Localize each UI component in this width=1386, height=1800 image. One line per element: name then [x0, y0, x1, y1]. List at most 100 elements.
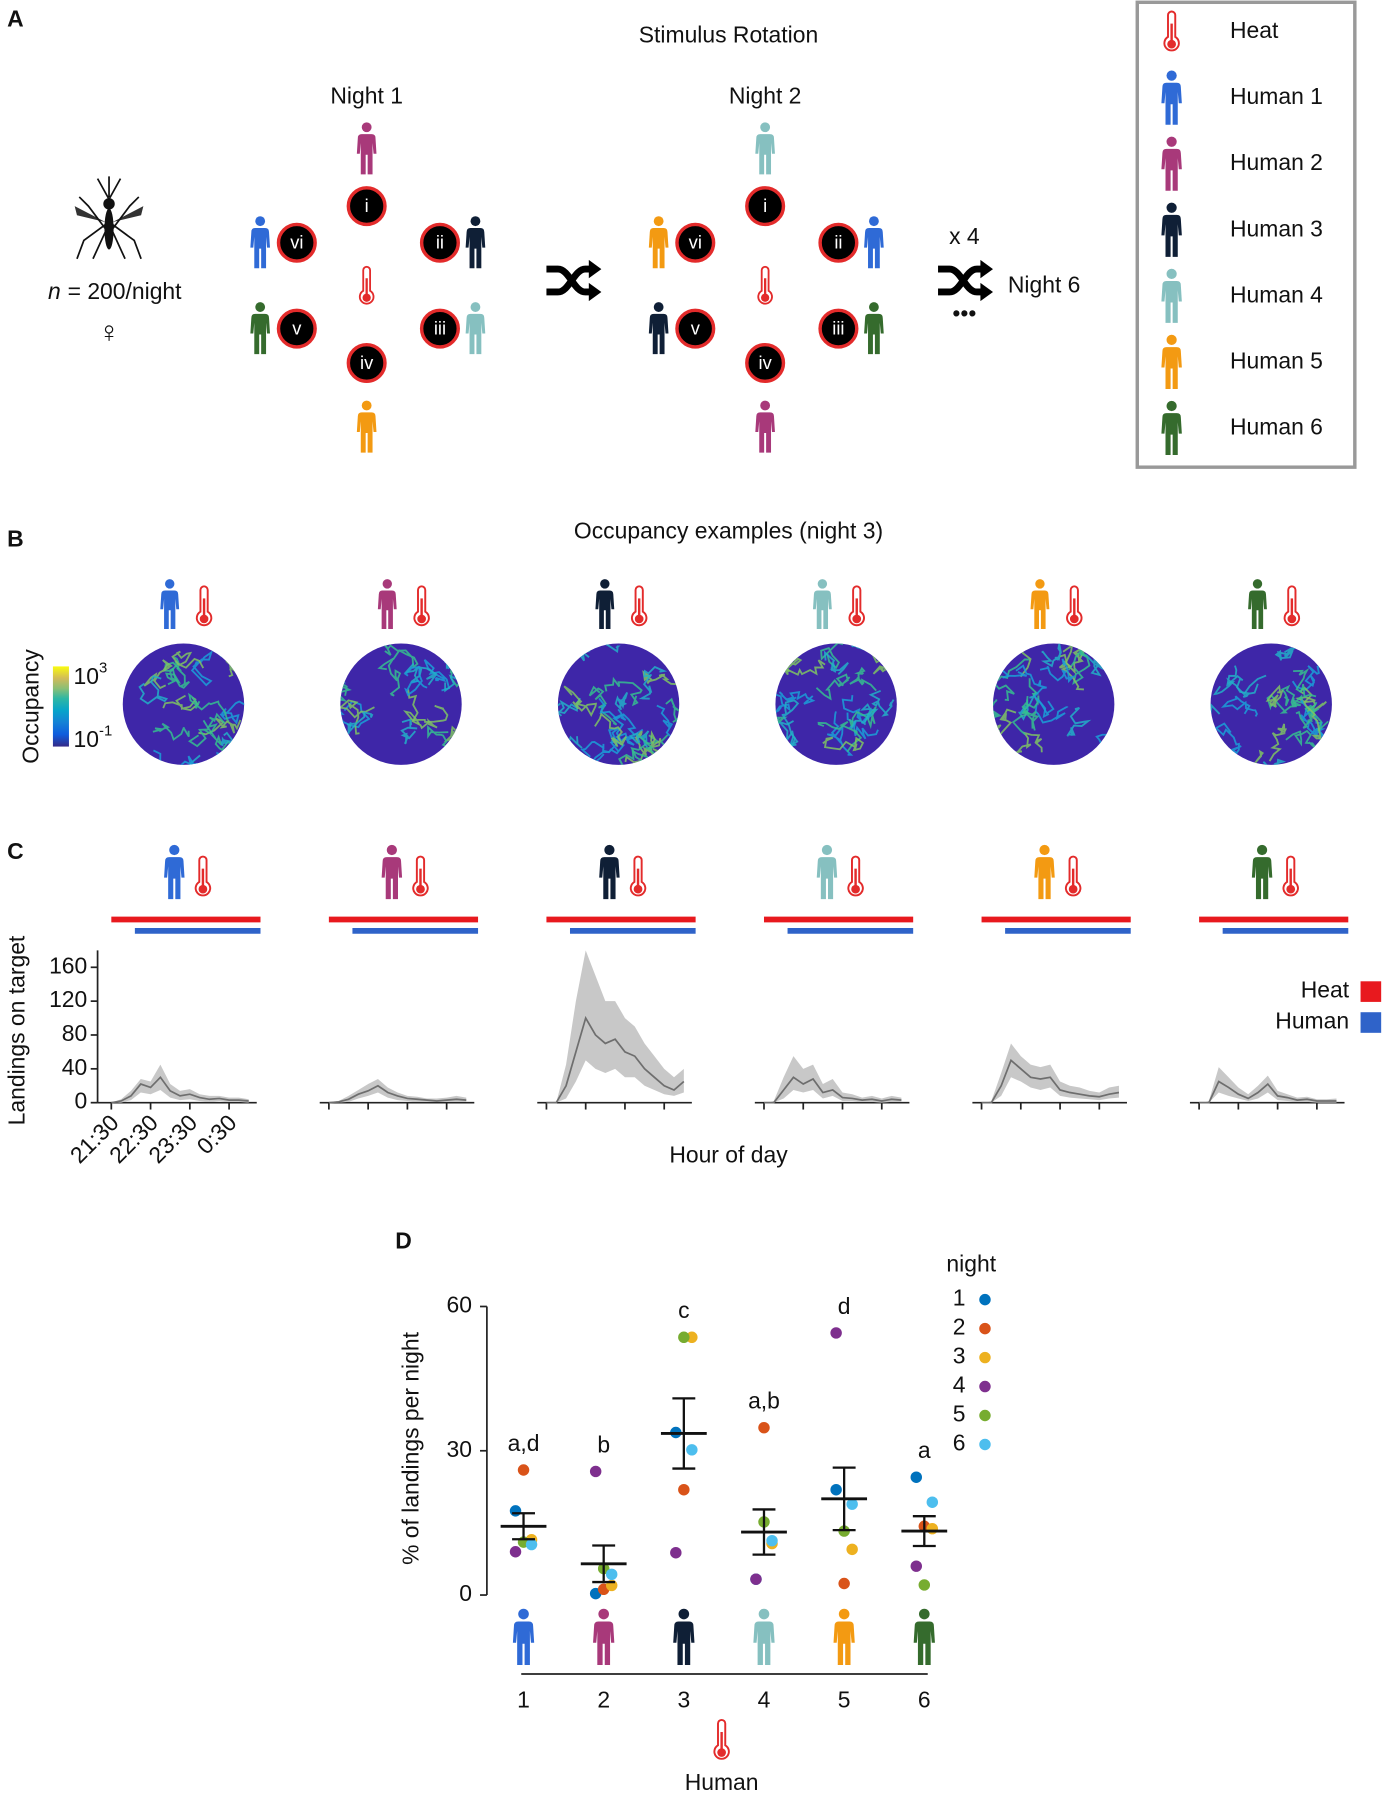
occupancy-trace — [557, 697, 581, 717]
human-icon — [1034, 844, 1055, 900]
occupancy-trace — [872, 654, 897, 675]
occupancy-trace — [340, 678, 352, 704]
error-band — [981, 1043, 1119, 1103]
occupancy-trace — [1011, 710, 1040, 736]
y-axis-label: % of landings per night — [398, 1331, 424, 1565]
heat-icon — [1163, 10, 1180, 52]
occupancy-trace — [187, 712, 226, 748]
human-icon — [755, 400, 775, 453]
occupancy-trace — [1295, 708, 1316, 729]
port-label: i — [763, 195, 767, 216]
occupancy-trace — [377, 657, 402, 697]
occupancy-trace — [993, 658, 1031, 701]
legend-label: Human 5 — [1230, 347, 1323, 373]
legend-label: 3 — [953, 1343, 966, 1369]
x-tick-label: 5 — [838, 1687, 851, 1713]
occupancy-trace — [437, 749, 462, 765]
data-point — [670, 1546, 682, 1559]
significance-letter: a — [918, 1437, 931, 1463]
heat-icon — [412, 855, 429, 897]
occupancy-trace — [665, 697, 680, 725]
legend-label: Heat — [1230, 17, 1279, 43]
human-icon — [356, 400, 377, 453]
occupancy-trace — [1039, 658, 1076, 684]
port-label: iii — [832, 318, 844, 339]
port — [419, 222, 460, 263]
occupancy-trace — [1081, 643, 1113, 657]
occupancy-trace — [198, 717, 242, 736]
legend-swatch — [1360, 981, 1382, 1002]
occupancy-trace — [444, 650, 462, 664]
y-tick-label: 0 — [459, 1580, 472, 1606]
error-band — [111, 1064, 249, 1103]
data-point — [525, 1538, 538, 1551]
occupancy-trace — [152, 722, 190, 741]
y-tick-label: 80 — [62, 1020, 87, 1046]
repeat-count: x 4 — [949, 223, 980, 249]
significance-letter: c — [678, 1297, 689, 1323]
occupancy-trace — [1226, 665, 1259, 698]
panel-label: C — [7, 838, 24, 864]
occupancy-trace — [404, 665, 428, 697]
occupancy-trace — [822, 736, 865, 752]
data-point — [838, 1577, 850, 1590]
heat-icon — [1283, 585, 1301, 627]
mean-line — [1199, 1080, 1337, 1104]
occupancy-trace — [850, 703, 879, 730]
x-axis-label: Human — [685, 1769, 759, 1795]
data-point — [926, 1496, 939, 1508]
night-title: Night 1 — [330, 82, 403, 108]
occupancy-trace — [1017, 691, 1037, 721]
occupancy-trace — [841, 695, 872, 724]
occupancy-trace — [450, 742, 462, 761]
mosquito — [74, 176, 144, 260]
data-point — [509, 1505, 522, 1517]
tick-base: 10 — [74, 726, 99, 752]
panel-label: D — [395, 1227, 412, 1253]
x-tick-label: 1 — [517, 1687, 530, 1713]
significance-letter: d — [838, 1293, 851, 1319]
occupancy-traces — [340, 643, 462, 765]
population-text: = 200/night — [68, 278, 183, 304]
panel-title: Occupancy examples (night 3) — [574, 517, 883, 543]
x-tick-label: 4 — [758, 1687, 771, 1713]
heat-icon — [1064, 855, 1082, 897]
occupancy-trace — [382, 643, 419, 669]
human-icon — [1161, 400, 1182, 456]
occupancy-trace — [656, 704, 680, 741]
significance-letter: a,b — [748, 1388, 780, 1414]
occupancy-trace — [638, 665, 668, 700]
human-icon — [833, 1608, 855, 1666]
occupancy-trace — [778, 690, 816, 705]
legend-label: 6 — [953, 1430, 966, 1456]
tick-exponent: 3 — [99, 661, 107, 677]
port-label: v — [691, 318, 701, 339]
occupancy-trace — [993, 643, 1006, 684]
occupancy-trace — [820, 643, 844, 670]
occupancy-trace — [1212, 674, 1267, 696]
occupancy-trace — [775, 659, 826, 676]
occupancy-trace — [190, 650, 213, 687]
port-label: i — [365, 195, 369, 216]
data-point — [766, 1534, 778, 1547]
occupancy-trace — [993, 699, 1002, 723]
legend-label: Heat — [1301, 977, 1350, 1003]
occupancy-trace — [1274, 643, 1300, 661]
occupancy-trace — [432, 643, 456, 652]
mean-line — [546, 1015, 685, 1104]
occupancy-trace — [775, 692, 791, 714]
human-icon — [1161, 268, 1182, 323]
human-icon — [1030, 579, 1050, 630]
error-band — [763, 1056, 902, 1103]
occupancy-trace — [1298, 686, 1322, 740]
legend-label: Human 2 — [1230, 149, 1323, 175]
y-tick-label: 40 — [62, 1054, 87, 1080]
port — [675, 308, 716, 349]
occupancy-trace — [1293, 667, 1317, 698]
legend-label: 5 — [953, 1401, 966, 1427]
port-label: iv — [360, 352, 374, 373]
legend-label: Human 3 — [1230, 215, 1323, 241]
heat-icon — [194, 855, 212, 897]
human-icon — [1161, 70, 1182, 125]
heat-icon — [713, 1718, 730, 1760]
